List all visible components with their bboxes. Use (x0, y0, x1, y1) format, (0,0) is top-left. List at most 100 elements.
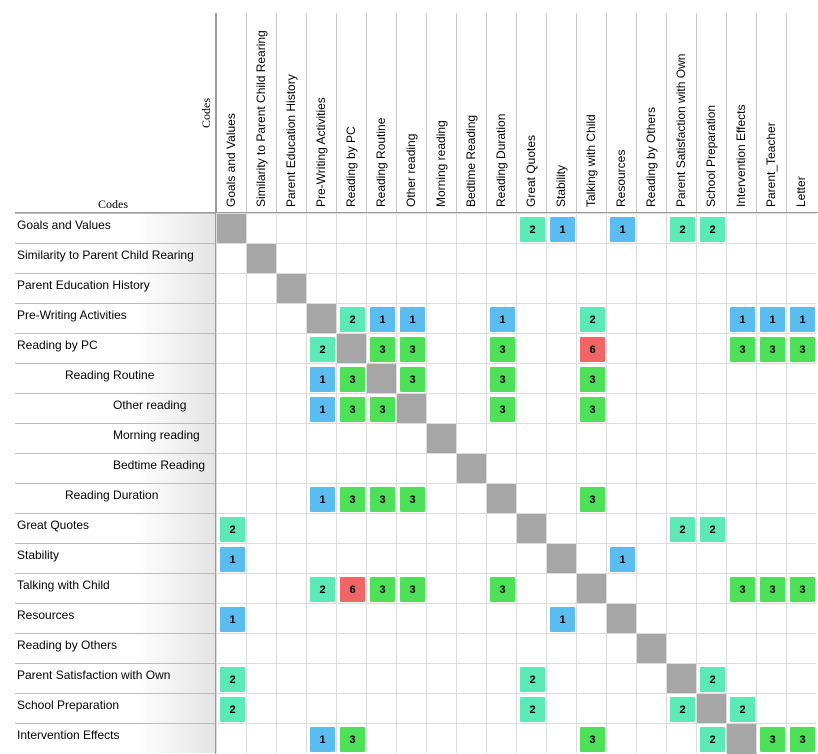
matrix-cell[interactable] (636, 273, 666, 303)
matrix-cell[interactable]: 3 (786, 723, 816, 753)
matrix-cell[interactable] (336, 273, 366, 303)
matrix-cell[interactable] (576, 513, 606, 543)
matrix-cell[interactable] (486, 663, 516, 693)
matrix-cell[interactable]: 3 (726, 573, 756, 603)
matrix-cell[interactable]: 3 (486, 393, 516, 423)
matrix-cell[interactable] (516, 423, 546, 453)
matrix-cell[interactable] (456, 453, 487, 484)
matrix-cell[interactable] (786, 483, 816, 513)
matrix-cell[interactable] (756, 513, 786, 543)
matrix-cell[interactable] (516, 723, 546, 753)
matrix-cell[interactable] (366, 693, 396, 723)
matrix-cell[interactable] (276, 243, 306, 273)
matrix-cell[interactable] (786, 693, 816, 723)
matrix-cell[interactable]: 1 (306, 393, 336, 423)
matrix-cell[interactable] (666, 723, 696, 753)
matrix-cell[interactable] (276, 453, 306, 483)
matrix-cell[interactable]: 3 (486, 573, 516, 603)
matrix-cell[interactable] (546, 513, 576, 543)
matrix-cell[interactable] (276, 303, 306, 333)
matrix-cell[interactable] (306, 423, 336, 453)
matrix-cell[interactable] (726, 213, 756, 243)
column-header[interactable]: Parent Education History (276, 13, 306, 212)
column-header[interactable]: Reading Duration (486, 13, 516, 212)
matrix-cell[interactable] (396, 693, 426, 723)
matrix-cell[interactable] (666, 483, 696, 513)
matrix-cell[interactable] (516, 543, 546, 573)
matrix-cell[interactable]: 3 (366, 393, 396, 423)
matrix-cell[interactable]: 1 (306, 483, 336, 513)
row-header[interactable]: Parent Education History (15, 273, 215, 303)
column-header[interactable]: Parent_Teacher (756, 13, 786, 212)
matrix-cell[interactable]: 1 (486, 303, 516, 333)
matrix-cell[interactable] (546, 363, 576, 393)
matrix-cell[interactable]: 2 (216, 513, 246, 543)
matrix-cell[interactable] (246, 393, 276, 423)
matrix-cell[interactable] (486, 633, 516, 663)
matrix-cell[interactable] (546, 663, 576, 693)
matrix-cell[interactable] (576, 243, 606, 273)
matrix-cell[interactable] (426, 543, 456, 573)
matrix-cell[interactable] (786, 423, 816, 453)
column-header[interactable]: Parent Satisfaction with Own (666, 13, 696, 212)
matrix-cell[interactable] (696, 693, 727, 724)
matrix-cell[interactable] (636, 603, 666, 633)
matrix-cell[interactable] (666, 603, 696, 633)
matrix-cell[interactable] (456, 663, 486, 693)
matrix-cell[interactable] (426, 693, 456, 723)
matrix-cell[interactable] (786, 393, 816, 423)
matrix-cell[interactable]: 1 (786, 303, 816, 333)
matrix-cell[interactable] (696, 483, 726, 513)
column-header[interactable]: Goals and Values (216, 13, 246, 212)
matrix-cell[interactable] (666, 573, 696, 603)
matrix-cell[interactable]: 1 (396, 303, 426, 333)
row-header[interactable]: Reading by PC (15, 333, 215, 363)
matrix-cell[interactable] (306, 243, 336, 273)
matrix-cell[interactable]: 3 (576, 393, 606, 423)
matrix-cell[interactable]: 2 (666, 513, 696, 543)
matrix-cell[interactable] (606, 273, 636, 303)
matrix-cell[interactable] (336, 213, 366, 243)
row-header[interactable]: Talking with Child (15, 573, 215, 603)
matrix-cell[interactable]: 1 (216, 543, 246, 573)
row-header[interactable]: Goals and Values (15, 213, 215, 243)
matrix-cell[interactable]: 1 (726, 303, 756, 333)
matrix-cell[interactable] (666, 453, 696, 483)
matrix-cell[interactable] (546, 273, 576, 303)
matrix-cell[interactable] (396, 723, 426, 753)
matrix-cell[interactable] (696, 363, 726, 393)
matrix-cell[interactable] (786, 213, 816, 243)
column-header[interactable]: Similarity to Parent Child Rearing (246, 13, 276, 212)
matrix-cell[interactable] (546, 453, 576, 483)
matrix-cell[interactable] (606, 243, 636, 273)
matrix-cell[interactable] (756, 483, 786, 513)
matrix-cell[interactable] (456, 693, 486, 723)
matrix-cell[interactable] (336, 663, 366, 693)
matrix-cell[interactable] (666, 663, 697, 694)
matrix-cell[interactable] (396, 213, 426, 243)
matrix-cell[interactable]: 2 (216, 693, 246, 723)
matrix-cell[interactable] (636, 513, 666, 543)
matrix-cell[interactable] (786, 663, 816, 693)
row-header[interactable]: Morning reading (15, 423, 215, 453)
matrix-cell[interactable] (666, 243, 696, 273)
matrix-cell[interactable] (276, 603, 306, 633)
matrix-cell[interactable]: 3 (396, 573, 426, 603)
matrix-cell[interactable] (486, 243, 516, 273)
matrix-cell[interactable] (396, 543, 426, 573)
matrix-cell[interactable] (546, 633, 576, 663)
matrix-cell[interactable] (696, 423, 726, 453)
column-header[interactable]: Morning reading (426, 13, 456, 212)
matrix-cell[interactable] (546, 303, 576, 333)
matrix-cell[interactable] (636, 633, 667, 664)
matrix-cell[interactable]: 3 (366, 573, 396, 603)
matrix-cell[interactable]: 2 (666, 213, 696, 243)
matrix-cell[interactable]: 2 (666, 693, 696, 723)
matrix-cell[interactable] (456, 333, 486, 363)
matrix-cell[interactable] (666, 303, 696, 333)
matrix-cell[interactable]: 3 (756, 333, 786, 363)
matrix-cell[interactable] (216, 273, 246, 303)
matrix-cell[interactable] (486, 693, 516, 723)
matrix-cell[interactable] (606, 573, 636, 603)
matrix-cell[interactable] (216, 303, 246, 333)
